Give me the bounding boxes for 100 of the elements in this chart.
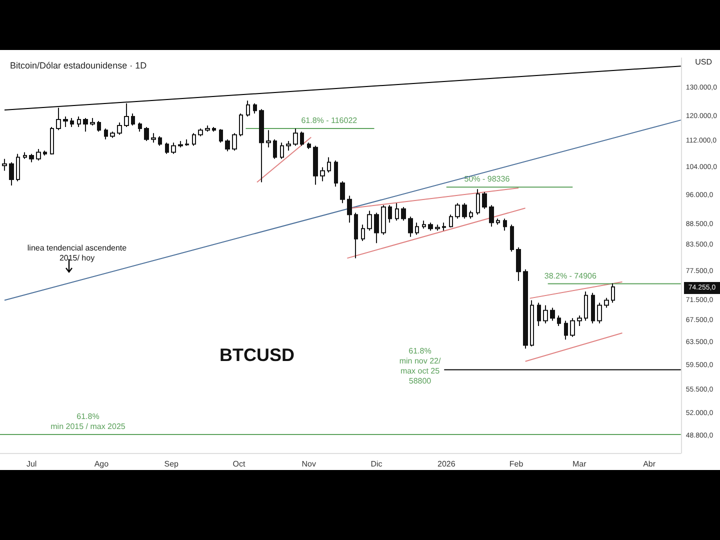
candlestick (293, 128, 298, 146)
candlestick (9, 162, 14, 186)
candlestick (29, 153, 34, 163)
candlestick (151, 132, 156, 144)
candlestick (550, 307, 555, 322)
candlestick (63, 116, 68, 128)
candlestick (178, 140, 183, 148)
x-tick-label: Mar (572, 460, 587, 468)
candlestick (23, 152, 27, 160)
candlestick (320, 166, 325, 182)
candlestick (124, 102, 129, 128)
annotation: linea tendencial ascendente 2015/ hoy (27, 244, 128, 262)
candlestick (192, 132, 196, 146)
candlestick (83, 117, 88, 132)
candlestick (165, 142, 169, 154)
candlestick (50, 126, 54, 156)
candlestick (442, 222, 446, 232)
candlestick (239, 113, 243, 137)
candlestick (300, 131, 304, 146)
candlestick (570, 318, 575, 338)
candlestick (395, 202, 399, 222)
candlestick (185, 138, 189, 146)
candlestick (482, 192, 487, 210)
candlestick (259, 108, 264, 183)
candlestick (591, 292, 595, 324)
candlestick (510, 224, 514, 252)
candlestick (43, 150, 47, 156)
candlestick (577, 315, 582, 327)
candlestick (340, 180, 345, 204)
candlestick (557, 315, 561, 327)
annotation: 61.8% - 116022 (301, 116, 358, 125)
x-tick-label: Nov (302, 460, 316, 468)
candlestick (530, 300, 534, 347)
candlestick (212, 126, 216, 132)
candlestick (489, 204, 494, 228)
candlestick (158, 136, 162, 146)
candlestick (584, 290, 588, 322)
candlestick (401, 206, 406, 222)
candlestick (537, 302, 541, 327)
candlestick (422, 220, 426, 230)
x-tick-label: Dic (370, 460, 382, 468)
annotation: 61.8% min nov 22/ max oct 25 58800 (399, 346, 442, 386)
candlestick (455, 202, 460, 220)
candlestick (503, 218, 507, 232)
candlestick (496, 218, 500, 226)
candlestick (70, 117, 74, 128)
candlestick (36, 148, 41, 162)
annotation: 50% - 98336 (464, 174, 510, 184)
candlestick (219, 128, 223, 144)
candlestick (97, 120, 101, 132)
candlestick (381, 204, 386, 236)
candlestick (131, 113, 135, 126)
candlestick (138, 122, 142, 132)
candlestick (611, 282, 615, 304)
candlestick (171, 142, 176, 154)
candlestick (144, 126, 149, 142)
candlestick (280, 142, 284, 160)
candlestick (476, 188, 480, 216)
candlestick (428, 222, 433, 232)
candlestick (354, 212, 358, 259)
candlestick (225, 138, 230, 152)
annotation: BTCUSD (220, 345, 294, 365)
ref-line-label: 61.8% min 2015 / max 2025 (50, 412, 126, 431)
candlestick (604, 297, 609, 308)
x-tick-label: Oct (232, 460, 246, 468)
candlestick (516, 246, 521, 282)
candlestick (205, 124, 210, 132)
x-tick-label: Abr (643, 460, 656, 468)
candlestick (469, 210, 473, 220)
candlestick (408, 216, 413, 238)
candlestick (286, 140, 291, 152)
candlestick (564, 320, 568, 340)
candlestick (307, 142, 311, 150)
candlestick (232, 132, 237, 152)
candlestick (367, 210, 372, 232)
x-tick-label: Ago (94, 460, 110, 468)
x-tick-label: Sep (164, 460, 180, 468)
candlestick (597, 302, 602, 324)
candlestick (313, 145, 318, 186)
candlestick (462, 202, 467, 220)
y-axis-title: USD (695, 58, 712, 66)
chart-title: Bitcoin/Dólar estadounidense · 1D (10, 60, 148, 70)
candlestick (117, 122, 122, 136)
candlestick (327, 156, 331, 173)
candlestick (361, 224, 365, 242)
candlestick (273, 138, 277, 160)
candlestick (388, 204, 392, 224)
candlestick (374, 212, 379, 244)
x-tick-label: Feb (509, 460, 524, 468)
candlestick (56, 107, 61, 131)
candlestick (449, 214, 453, 228)
candlestick (198, 128, 203, 137)
candlestick (415, 222, 419, 236)
candlestick (543, 304, 548, 324)
x-tick-label: Jul (26, 460, 37, 468)
candlestick (523, 268, 528, 350)
candlestick (90, 117, 95, 126)
x-tick-label: 2026 (437, 460, 456, 468)
candlestick (435, 224, 440, 232)
candlestick (246, 100, 250, 117)
